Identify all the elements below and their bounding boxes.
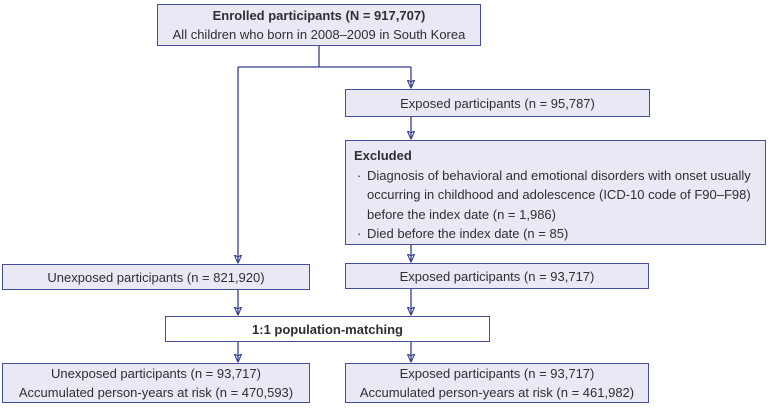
enrolled-participants-box: Enrolled participants (N = 917,707) All … bbox=[157, 4, 481, 46]
excluded-title: Excluded bbox=[354, 148, 412, 163]
unexposed-final-box: Unexposed participants (n = 93,717) Accu… bbox=[2, 363, 310, 403]
excluded-box: Excluded Diagnosis of behavioral and emo… bbox=[345, 140, 766, 245]
unexposed-final-label: Unexposed participants (n = 93,717) bbox=[51, 366, 261, 381]
excluded-item: Died before the index date (n = 85) bbox=[354, 224, 757, 244]
exposed-after-exclusion-box: Exposed participants (n = 93,717) bbox=[345, 263, 649, 289]
enrolled-subtitle: All children who born in 2008–2009 in So… bbox=[172, 27, 466, 42]
unexposed-label: Unexposed participants (n = 821,920) bbox=[47, 269, 265, 285]
excluded-item: Diagnosis of behavioral and emotional di… bbox=[354, 166, 757, 225]
unexposed-final-person-years: Accumulated person-years at risk (n = 47… bbox=[18, 385, 294, 400]
exposed-final-person-years: Accumulated person-years at risk (n = 46… bbox=[359, 385, 635, 400]
exposed-initial-label: Exposed participants (n = 95,787) bbox=[400, 95, 595, 111]
population-matching-box: 1:1 population-matching bbox=[165, 316, 490, 342]
unexposed-participants-box: Unexposed participants (n = 821,920) bbox=[2, 264, 310, 290]
population-matching-label: 1:1 population-matching bbox=[252, 321, 403, 337]
exposed-final-box: Exposed participants (n = 93,717) Accumu… bbox=[345, 363, 649, 403]
exposed-final-label: Exposed participants (n = 93,717) bbox=[399, 366, 595, 381]
exposed-initial-box: Exposed participants (n = 95,787) bbox=[345, 89, 650, 117]
exposed-after-exclusion-label: Exposed participants (n = 93,717) bbox=[399, 268, 595, 284]
excluded-list: Diagnosis of behavioral and emotional di… bbox=[354, 166, 757, 244]
enrolled-title: Enrolled participants (N = 917,707) bbox=[212, 8, 426, 23]
